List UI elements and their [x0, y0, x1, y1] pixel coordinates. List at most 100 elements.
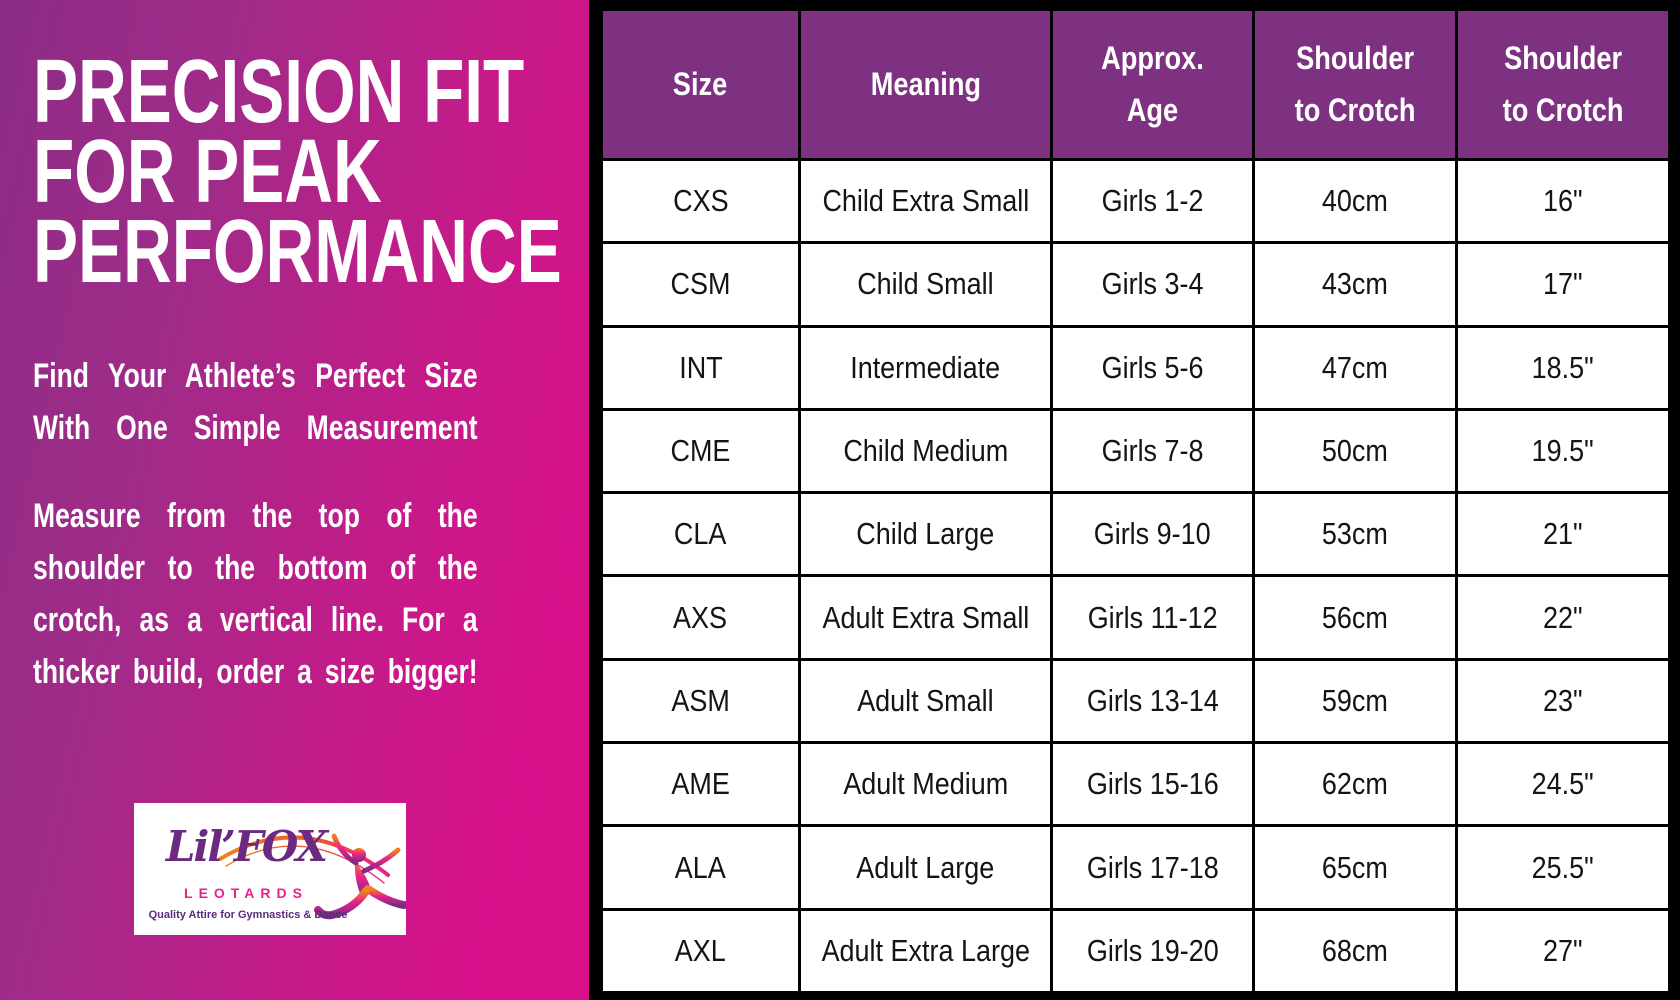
inches-value: 25.5" [1531, 849, 1595, 885]
age-value: Girls 9-10 [1094, 516, 1211, 552]
age-value: Girls 11-12 [1087, 599, 1218, 635]
meaning-value: Adult Extra Large [821, 932, 1030, 968]
cell-inches: 25.5" [1455, 824, 1671, 911]
cell-inches: 23" [1455, 657, 1671, 745]
meaning-value: Adult Small [857, 682, 994, 718]
size-value: AXS [673, 599, 728, 635]
size-value: INT [678, 349, 723, 385]
cm-value: 43cm [1322, 266, 1388, 302]
cell-inches: 16" [1455, 157, 1671, 245]
cm-value: 62cm [1322, 766, 1388, 802]
age-value: Girls 13-14 [1086, 682, 1219, 718]
table-row-cla: CLA Child Large Girls 9-10 53cm 21" [600, 491, 1671, 578]
gymnast-icon [314, 833, 406, 920]
inches-value: 19.5" [1531, 433, 1595, 469]
cell-cm: 65cm [1252, 824, 1458, 911]
cell-age: Girls 13-14 [1050, 657, 1255, 745]
meaning-value: Child Small [857, 266, 994, 302]
size-value: ASM [671, 682, 730, 718]
table-row-csm: CSM Child Small Girls 3-4 43cm 17" [600, 241, 1671, 328]
cell-age: Girls 1-2 [1050, 157, 1255, 245]
brand-logo: Lil’FOX LEOTARDS Quality Attire for Gymn… [134, 803, 406, 935]
meaning-value: Adult Large [856, 849, 995, 885]
cell-cm: 62cm [1252, 741, 1458, 828]
inches-value: 17" [1543, 266, 1583, 302]
age-value: Girls 17-18 [1086, 849, 1219, 885]
size-table-panel: Size Meaning Approx. Age Shoulder to Cro… [589, 0, 1680, 1000]
cell-inches: 27" [1455, 907, 1671, 995]
cell-meaning: Child Medium [798, 407, 1053, 495]
meaning-value: Child Medium [843, 433, 1008, 469]
age-value: Girls 19-20 [1086, 932, 1219, 968]
cell-cm: 47cm [1252, 324, 1458, 411]
left-gradient-panel: PRECISION FIT FOR PEAK PERFORMANCE Find … [0, 0, 589, 1000]
cell-meaning: Intermediate [798, 324, 1053, 411]
cell-inches: 18.5" [1455, 324, 1671, 411]
cell-meaning: Child Large [798, 491, 1053, 578]
cell-size: INT [600, 324, 801, 411]
cell-meaning: Child Small [798, 241, 1053, 328]
cm-value: 50cm [1322, 433, 1388, 469]
inches-value: 23" [1543, 682, 1583, 718]
cell-cm: 68cm [1252, 907, 1458, 995]
cell-age: Girls 17-18 [1050, 824, 1255, 911]
cell-meaning: Adult Large [798, 824, 1053, 911]
age-value: Girls 15-16 [1086, 766, 1219, 802]
meaning-value: Child Large [856, 516, 995, 552]
table-row-int: INT Intermediate Girls 5-6 47cm 18.5" [600, 324, 1671, 411]
age-value: Girls 3-4 [1101, 266, 1204, 302]
cell-inches: 24.5" [1455, 741, 1671, 828]
cell-size: AXS [600, 574, 801, 661]
cm-value: 65cm [1322, 849, 1388, 885]
cell-cm: 56cm [1252, 574, 1458, 661]
cell-inches: 21" [1455, 491, 1671, 578]
column-header-shoulder-crotch-cm-label: Shoulder to Crotch [1294, 39, 1416, 128]
measurement-instructions: Measure from the top of the shoulder to … [33, 497, 478, 691]
column-header-shoulder-crotch-cm: Shoulder to Crotch [1252, 8, 1458, 161]
size-value: AXL [674, 932, 726, 968]
table-row-axs: AXS Adult Extra Small Girls 11-12 56cm 2… [600, 574, 1671, 661]
cell-size: AXL [600, 907, 801, 995]
cell-meaning: Adult Medium [798, 741, 1053, 828]
meaning-value: Adult Medium [843, 766, 1008, 802]
meaning-value: Intermediate [850, 349, 1001, 385]
cell-meaning: Adult Small [798, 657, 1053, 745]
cell-inches: 22" [1455, 574, 1671, 661]
cell-cm: 43cm [1252, 241, 1458, 328]
subheadline: Find Your Athlete’s Perfect Size With On… [33, 357, 478, 447]
logo-brand-text: Lil’FOX [165, 822, 328, 871]
inches-value: 22" [1543, 599, 1583, 635]
cell-cm: 53cm [1252, 491, 1458, 578]
age-value: Girls 1-2 [1101, 183, 1204, 219]
cell-size: AME [600, 741, 801, 828]
logo-word-text: LEOTARDS [184, 885, 308, 901]
column-header-size-label: Size [673, 65, 728, 102]
cell-age: Girls 9-10 [1050, 491, 1255, 578]
cell-size: CLA [600, 491, 801, 578]
table-row-cxs: CXS Child Extra Small Girls 1-2 40cm 16" [600, 157, 1671, 245]
cell-size: CSM [600, 241, 801, 328]
column-header-age-label: Approx. Age [1101, 39, 1204, 128]
age-value: Girls 5-6 [1101, 349, 1204, 385]
size-value: AME [671, 766, 730, 802]
cell-age: Girls 7-8 [1050, 407, 1255, 495]
cell-meaning: Child Extra Small [798, 157, 1053, 245]
cell-inches: 19.5" [1455, 407, 1671, 495]
logo-tagline-text: Quality Attire for Gymnastics & Dance [148, 909, 348, 921]
cell-age: Girls 5-6 [1050, 324, 1255, 411]
cell-age: Girls 3-4 [1050, 241, 1255, 328]
cell-size: ALA [600, 824, 801, 911]
column-header-meaning-label: Meaning [870, 65, 981, 102]
inches-value: 24.5" [1531, 766, 1595, 802]
cell-size: CME [600, 407, 801, 495]
cell-size: ASM [600, 657, 801, 745]
table-row-ame: AME Adult Medium Girls 15-16 62cm 24.5" [600, 741, 1671, 828]
logo-arc-and-gymnast-icon [218, 833, 406, 920]
cell-size: CXS [600, 157, 801, 245]
size-value: CLA [674, 516, 727, 552]
inches-value: 16" [1543, 183, 1583, 219]
cm-value: 68cm [1322, 932, 1388, 968]
cell-meaning: Adult Extra Large [798, 907, 1053, 995]
cm-value: 47cm [1322, 349, 1388, 385]
